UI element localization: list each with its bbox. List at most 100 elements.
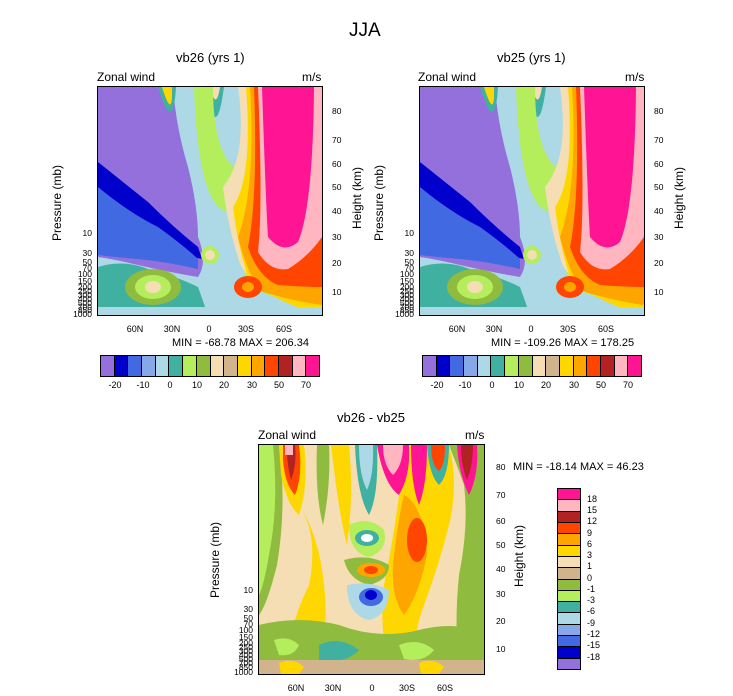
colorbar-swatch [558, 511, 580, 523]
contour-plot [258, 444, 485, 675]
colorbar-label: 12 [587, 516, 598, 526]
y2-tick: 50 [496, 540, 506, 550]
y-tick: 1000 [395, 309, 414, 319]
panel-title: vb25 (yrs 1) [497, 50, 566, 65]
y-tick: 300 [77, 290, 92, 300]
x-tick: 60S [275, 324, 292, 334]
contour-plot [419, 86, 645, 316]
colorbar-label: 15 [587, 505, 598, 515]
contour-fill [259, 445, 484, 674]
colorbar-label: 10 [191, 380, 202, 390]
y-tick: 10 [82, 228, 92, 238]
colorbar-swatch [464, 356, 478, 376]
y-tick: 30 [82, 248, 92, 258]
colorbar-swatch [169, 356, 184, 376]
x-tick: 30N [324, 683, 342, 693]
y2-tick: 20 [332, 258, 342, 268]
y-axis-label: Pressure (mb) [372, 165, 386, 242]
colorbar-swatch [600, 356, 615, 376]
y-tick: 850 [77, 305, 92, 315]
y-tick: 700 [238, 658, 253, 668]
y-tick: 700 [399, 302, 414, 312]
colorbar-label: -12 [587, 629, 601, 639]
variable-label: Zonal wind [258, 428, 317, 442]
x-tick: 0 [528, 324, 534, 334]
colorbar-swatch [265, 356, 279, 376]
y-tick: 1000 [73, 309, 92, 319]
colorbar-label: -10 [136, 380, 150, 390]
colorbar-label: -9 [587, 618, 596, 628]
colorbar-swatch [558, 556, 580, 569]
colorbar-swatch [558, 590, 580, 603]
y2-axis-label: Height (km) [350, 167, 364, 230]
colorbar-label: -20 [108, 380, 122, 390]
x-tick: 0 [369, 683, 375, 693]
y-tick: 300 [238, 646, 253, 656]
y-tick: 150 [77, 276, 92, 286]
y-tick: 50 [82, 257, 92, 267]
y-tick: 850 [238, 662, 253, 672]
colorbar-swatch [558, 522, 580, 535]
y-tick: 700 [77, 302, 92, 312]
colorbar-swatch [558, 658, 580, 669]
y2-tick: 30 [496, 589, 506, 599]
y-tick: 500 [238, 654, 253, 664]
colorbar-swatch [573, 356, 588, 376]
y-tick: 30 [404, 248, 414, 258]
colorbar-swatch [183, 356, 197, 376]
colorbar-swatch [558, 545, 580, 557]
colorbar-swatch [558, 624, 580, 637]
y2-tick: 40 [496, 564, 506, 574]
colorbar-swatch [546, 356, 560, 376]
colorbar-swatch [196, 356, 211, 376]
colorbar-swatch [558, 500, 580, 512]
colorbar-top-right [422, 355, 642, 377]
y2-tick: 60 [654, 159, 664, 169]
y2-axis-label: Height (km) [672, 167, 686, 230]
colorbar-swatch [128, 356, 143, 376]
y-tick: 100 [238, 625, 253, 635]
colorbar-swatch [491, 356, 506, 376]
colorbar-label: 50 [273, 380, 284, 390]
y-tick: 1000 [234, 667, 253, 677]
contour-plot [97, 86, 323, 316]
x-tick: 60S [597, 324, 614, 334]
x-tick: 30S [398, 683, 415, 693]
colorbar-label: 0 [167, 380, 173, 390]
colorbar-swatch [237, 356, 252, 376]
y-tick: 850 [399, 305, 414, 315]
colorbar-swatch [558, 602, 580, 614]
x-tick: 60S [436, 683, 453, 693]
y-tick: 400 [399, 294, 414, 304]
colorbar-label: 0 [587, 573, 593, 583]
colorbar-label: 6 [587, 539, 593, 549]
colorbar-label: -3 [587, 595, 596, 605]
y2-tick: 50 [332, 182, 342, 192]
colorbar-swatch [101, 356, 115, 376]
y-tick: 200 [77, 282, 92, 292]
y-tick: 30 [243, 604, 253, 614]
colorbar-label: -20 [430, 380, 444, 390]
colorbar-label: 0 [489, 380, 495, 390]
y2-tick: 70 [654, 135, 664, 145]
colorbar-swatch [450, 356, 465, 376]
panel-title: vb26 - vb25 [337, 410, 405, 425]
colorbar-label: 9 [587, 528, 593, 538]
y-tick: 300 [399, 290, 414, 300]
y-tick: 50 [243, 613, 253, 623]
colorbar-label: 70 [300, 380, 311, 390]
x-tick: 30N [163, 324, 181, 334]
colorbar-swatch [558, 568, 580, 580]
colorbar-swatch [559, 356, 574, 376]
contour-fill [98, 87, 322, 315]
panel-title: vb26 (yrs 1) [176, 50, 245, 65]
y-tick: 70 [404, 263, 414, 273]
y-axis-label: Pressure (mb) [208, 522, 222, 599]
colorbar-swatch [224, 356, 238, 376]
y-tick: 100 [77, 269, 92, 279]
y2-tick: 20 [496, 616, 506, 626]
min-max-stats: MIN = -68.78 MAX = 206.34 [172, 337, 309, 349]
colorbar-swatch [210, 356, 225, 376]
x-tick: 60N [126, 324, 144, 334]
colorbar-label: -6 [587, 606, 596, 616]
